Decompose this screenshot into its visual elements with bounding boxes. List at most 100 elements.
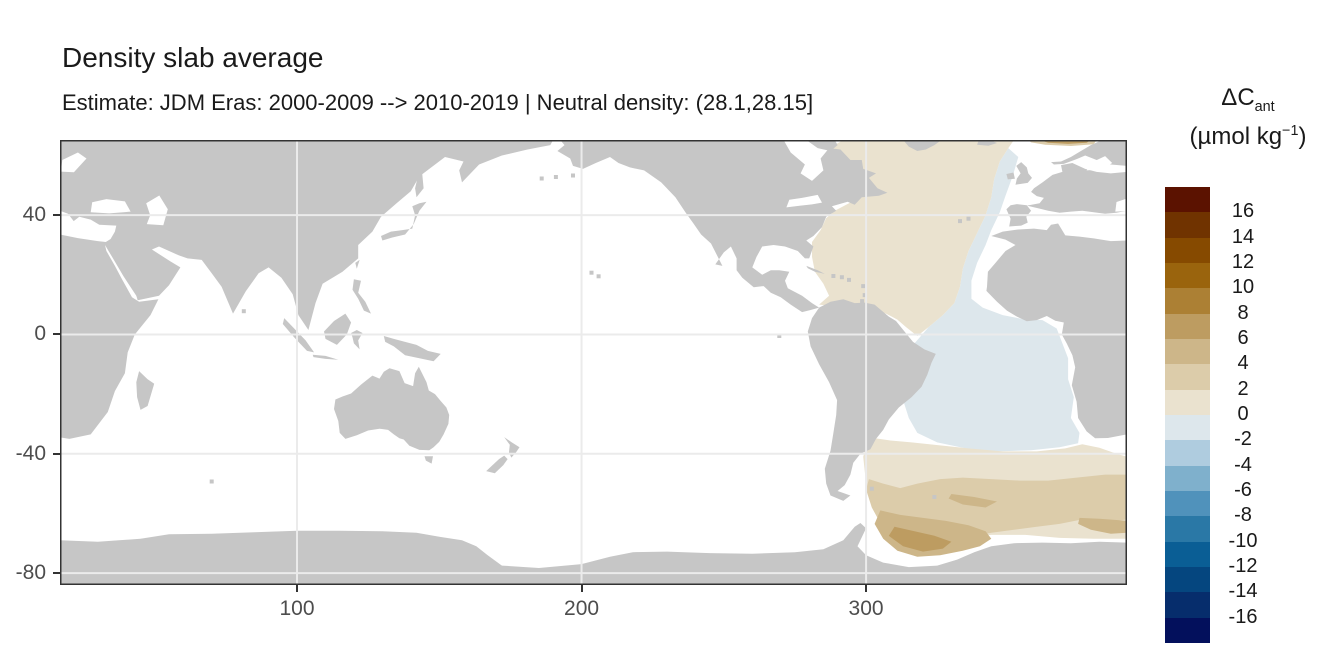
landmass <box>383 336 441 362</box>
island <box>571 173 575 178</box>
island <box>777 334 782 338</box>
x-tick-mark <box>580 585 583 592</box>
x-tick-mark <box>296 585 299 592</box>
colorbar-break-label: -10 <box>1228 529 1258 552</box>
panel-border <box>60 140 1127 585</box>
landmass <box>1026 163 1127 214</box>
colorbar-break-label: 0 <box>1237 403 1249 425</box>
landmass <box>1015 162 1032 185</box>
legend-title: ΔCant <box>1221 84 1275 115</box>
lake <box>786 194 822 208</box>
colorbar-step <box>1165 617 1210 643</box>
colorbar-legend: ΔCant (µmol kg−1) 16 14 12 10 8 6 4 2 0 -2 -4 -6 -8-… <box>1157 84 1339 643</box>
landmass <box>806 265 825 274</box>
colorbar-break-label: -4 <box>1234 453 1252 476</box>
colorbar-step <box>1165 414 1210 441</box>
colorbar-step <box>1165 313 1210 339</box>
landmass <box>986 223 1127 439</box>
island <box>831 274 836 278</box>
colorbar-break-label: 12 <box>1231 251 1255 273</box>
landmass <box>355 259 360 269</box>
colorbar-break-label: 2 <box>1237 377 1249 400</box>
island <box>553 175 558 179</box>
lake <box>1115 198 1127 212</box>
landmass <box>334 366 450 451</box>
landmass <box>807 299 936 501</box>
island <box>839 275 844 280</box>
colorbar-step <box>1165 592 1210 618</box>
colorbar-break-label: 10 <box>1231 276 1255 299</box>
colorbar-step <box>1165 288 1210 314</box>
lake <box>90 199 131 214</box>
y-tick-label: -40 <box>15 441 46 465</box>
legend-units: (µmol kg−1) <box>1189 122 1307 150</box>
landmass <box>60 523 1127 585</box>
island <box>869 486 874 491</box>
colorbar-break-label: 4 <box>1237 352 1249 375</box>
landmass <box>381 201 427 241</box>
landmass <box>424 456 433 464</box>
x-tick-label: 200 <box>564 597 600 620</box>
island <box>860 299 865 304</box>
colorbar-break-label: 14 <box>1231 225 1255 248</box>
lake <box>1086 156 1113 171</box>
colorbar-break-label: -8 <box>1234 504 1252 527</box>
island <box>241 309 246 314</box>
island <box>589 270 594 275</box>
colorbar-break-label: 8 <box>1237 301 1249 324</box>
colorbar-break-label: 16 <box>1231 200 1255 223</box>
lake <box>60 152 87 173</box>
colorbar-step <box>1165 389 1210 415</box>
landmass <box>1006 172 1015 180</box>
colorbar-step <box>1165 262 1210 289</box>
landmass <box>486 455 508 474</box>
colorbar-break-label: -14 <box>1228 580 1258 603</box>
colorbar-break-label: -12 <box>1228 555 1258 577</box>
landmass <box>324 313 352 345</box>
island <box>958 219 962 224</box>
colorbar-step <box>1165 490 1210 517</box>
island <box>539 176 544 181</box>
data-patch-4to6 <box>948 494 997 508</box>
colorbar-step <box>1165 465 1210 491</box>
island <box>596 274 601 279</box>
y-tick-mark <box>53 572 60 575</box>
island <box>847 277 851 282</box>
y-tick-mark <box>53 333 60 336</box>
y-tick-mark <box>53 452 60 455</box>
colorbar-step <box>1165 516 1210 542</box>
data-patch-6to8 <box>888 526 952 552</box>
x-tick-label: 100 <box>279 597 315 620</box>
colorbar-break-label: -6 <box>1234 479 1252 501</box>
map-panel <box>60 140 1127 585</box>
landmass <box>557 140 888 313</box>
landmass <box>806 140 838 151</box>
data-patch-4to6 <box>1078 517 1127 534</box>
colorbar-step <box>1165 364 1210 390</box>
colorbar-break-label: -16 <box>1228 605 1258 628</box>
y-tick-label: -80 <box>15 561 46 585</box>
x-tick-label: 300 <box>848 597 884 620</box>
plot-title: Density slab average <box>62 42 324 73</box>
y-tick-label: 0 <box>34 322 46 346</box>
colorbar-step <box>1165 338 1210 365</box>
landmass <box>415 173 424 198</box>
colorbar-step <box>1165 237 1210 263</box>
landmass <box>312 354 339 360</box>
colorbar-step <box>1165 440 1210 466</box>
colorbar-step <box>1165 212 1210 238</box>
x-tick-mark <box>865 585 868 592</box>
island <box>862 293 867 298</box>
island <box>861 284 866 289</box>
colorbar-break-label: 6 <box>1237 327 1249 349</box>
landmass <box>903 140 942 151</box>
plot-subtitle: Estimate: JDM Eras: 2000-2009 --> 2010-2… <box>62 90 814 115</box>
landmass <box>352 279 371 314</box>
lake <box>146 195 168 226</box>
island <box>932 495 937 499</box>
y-tick-label: 40 <box>22 203 46 227</box>
landmass <box>504 437 520 458</box>
colorbar-break-label: -2 <box>1234 428 1252 451</box>
colorbar <box>1165 187 1210 643</box>
colorbar-step <box>1165 187 1210 213</box>
